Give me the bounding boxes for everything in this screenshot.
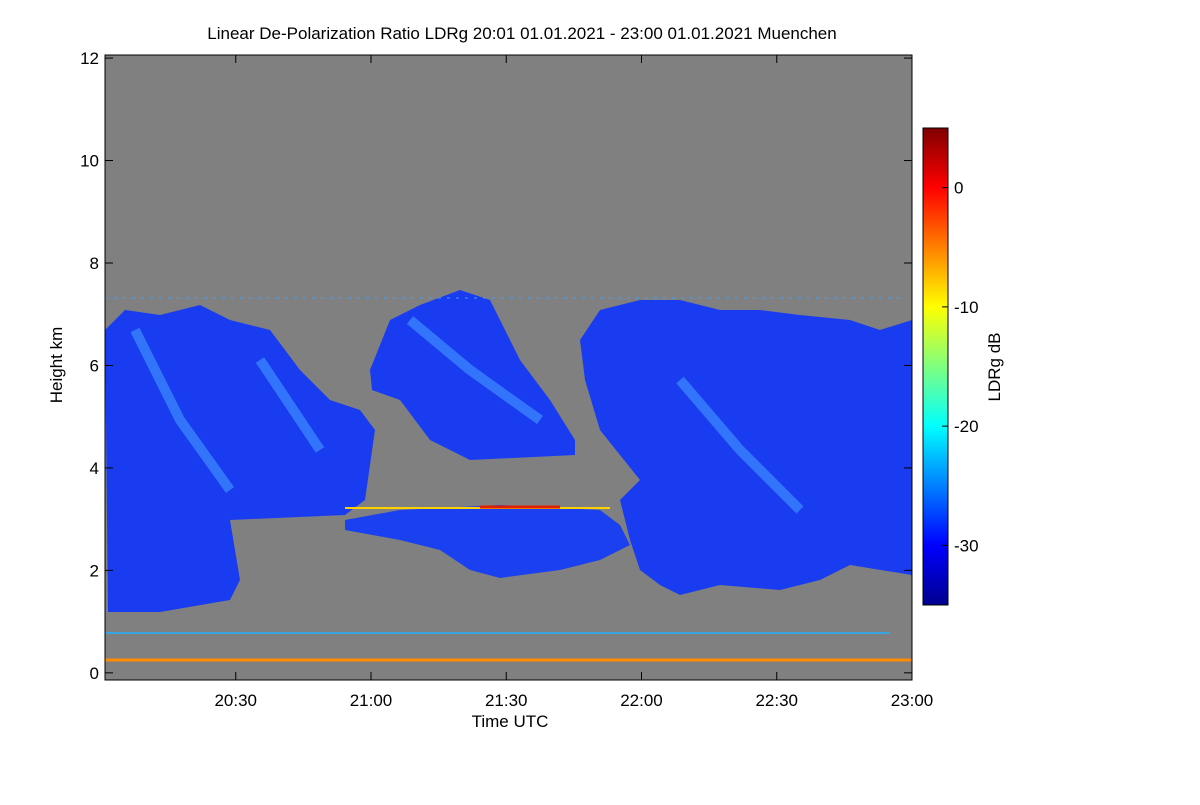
colorbar-tick-label: -20 [954,417,979,436]
y-tick-label: 4 [90,459,99,478]
cloud-region [105,305,375,612]
x-tick-label: 23:00 [891,691,934,710]
x-tick-label: 20:30 [214,691,257,710]
x-tick-label: 21:00 [350,691,393,710]
x-tick-label: 21:30 [485,691,528,710]
colorbar-tick-label: -30 [954,536,979,555]
x-tick-label: 22:30 [755,691,798,710]
y-tick-label: 8 [90,254,99,273]
x-tick-label: 22:00 [620,691,663,710]
y-tick-label: 6 [90,356,99,375]
x-axis-label: Time UTC [472,712,549,731]
cloud-region [345,505,630,578]
y-axis-label: Height km [47,327,66,404]
colorbar-tick-label: 0 [954,179,963,198]
chart-title: Linear De-Polarization Ratio LDRg 20:01 … [207,24,836,43]
y-tick-label: 12 [80,49,99,68]
field [105,290,912,662]
y-tick-label: 0 [90,664,99,683]
y-tick-label: 2 [90,561,99,580]
colorbar [922,127,949,606]
streaks [130,316,804,514]
cloud-region [580,300,912,595]
colorbar-tick-label: -10 [954,298,979,317]
plot-frame [104,54,913,681]
colorbar-label: LDRg dB [985,333,1004,402]
y-tick-label: 10 [80,152,99,171]
